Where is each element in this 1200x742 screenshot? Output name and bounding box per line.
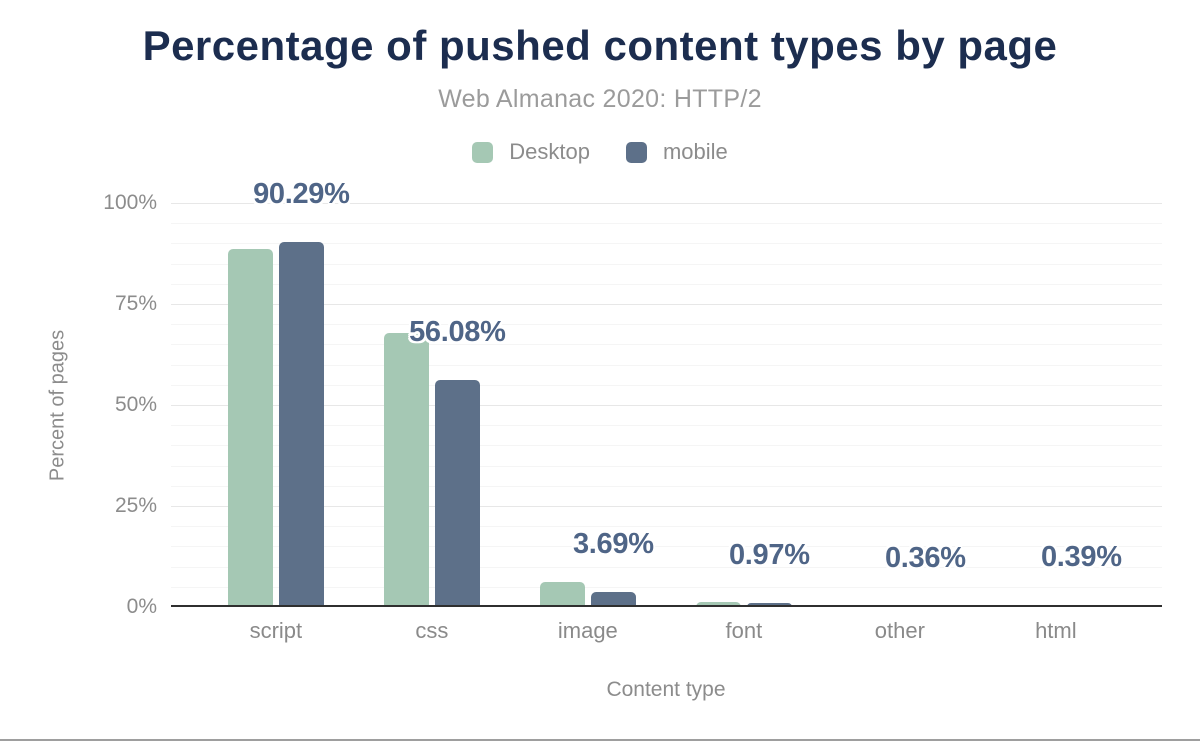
x-tick-label-image: image xyxy=(557,618,618,643)
value-label-html: 0.39% xyxy=(1040,541,1122,574)
y-tick-label: 50% xyxy=(114,393,157,416)
legend-item-desktop[interactable]: Desktop xyxy=(472,139,590,165)
plot-area xyxy=(171,203,1162,607)
x-tick-label-other: other xyxy=(874,618,925,643)
chart-title: Percentage of pushed content types by pa… xyxy=(142,22,1058,69)
minor-gridline xyxy=(171,344,1162,346)
bar-desktop-font xyxy=(695,601,741,607)
major-gridline xyxy=(171,203,1162,204)
minor-gridline xyxy=(171,485,1162,487)
minor-gridline xyxy=(171,243,1162,245)
chart-subtitle: Web Almanac 2020: HTTP/2 xyxy=(438,85,762,113)
major-gridline xyxy=(171,506,1162,507)
y-tick-label: 100% xyxy=(103,191,157,214)
bar-desktop-css xyxy=(383,333,429,607)
legend: Desktop mobile xyxy=(0,139,1200,165)
bar-mobile-image xyxy=(590,592,636,607)
x-tick-label-html: html xyxy=(1035,618,1077,643)
y-axis-title: Percent of pages xyxy=(46,329,69,482)
desktop-swatch-icon xyxy=(472,141,494,163)
minor-gridline xyxy=(171,364,1162,366)
minor-gridline xyxy=(171,465,1162,467)
y-tick-label: 0% xyxy=(126,595,157,618)
value-label-script: 90.29% xyxy=(253,178,350,211)
value-label-font: 0.97% xyxy=(728,539,810,572)
minor-gridline xyxy=(171,324,1162,326)
x-tick-label-font: font xyxy=(725,618,763,643)
minor-gridline xyxy=(171,586,1162,588)
minor-gridline xyxy=(171,223,1162,225)
major-gridline xyxy=(171,304,1162,305)
x-tick-label-script: script xyxy=(249,618,303,643)
minor-gridline xyxy=(171,263,1162,265)
value-label-other: 0.36% xyxy=(884,541,966,574)
minor-gridline xyxy=(171,526,1162,528)
y-tick-label: 75% xyxy=(114,292,157,315)
value-label-image: 3.69% xyxy=(572,528,654,561)
value-label-css: 56.08% xyxy=(409,316,506,349)
x-axis-title: Content type xyxy=(606,678,726,701)
minor-gridline xyxy=(171,384,1162,386)
legend-label-desktop: Desktop xyxy=(509,139,590,164)
x-axis-line xyxy=(171,605,1162,607)
x-tick-label-css: css xyxy=(415,618,449,643)
minor-gridline xyxy=(171,566,1162,568)
minor-gridline xyxy=(171,546,1162,548)
legend-item-mobile[interactable]: mobile xyxy=(625,139,728,165)
legend-label-mobile: mobile xyxy=(662,139,728,164)
page-bottom-divider xyxy=(0,739,1200,741)
minor-gridline xyxy=(171,425,1162,427)
minor-gridline xyxy=(171,283,1162,285)
minor-gridline xyxy=(171,445,1162,447)
bar-mobile-script xyxy=(278,242,324,607)
mobile-swatch-icon xyxy=(625,141,647,163)
bar-mobile-css xyxy=(434,380,480,607)
bar-desktop-script xyxy=(227,248,273,607)
y-tick-label: 25% xyxy=(114,494,157,517)
bar-desktop-image xyxy=(539,582,585,607)
major-gridline xyxy=(171,405,1162,406)
